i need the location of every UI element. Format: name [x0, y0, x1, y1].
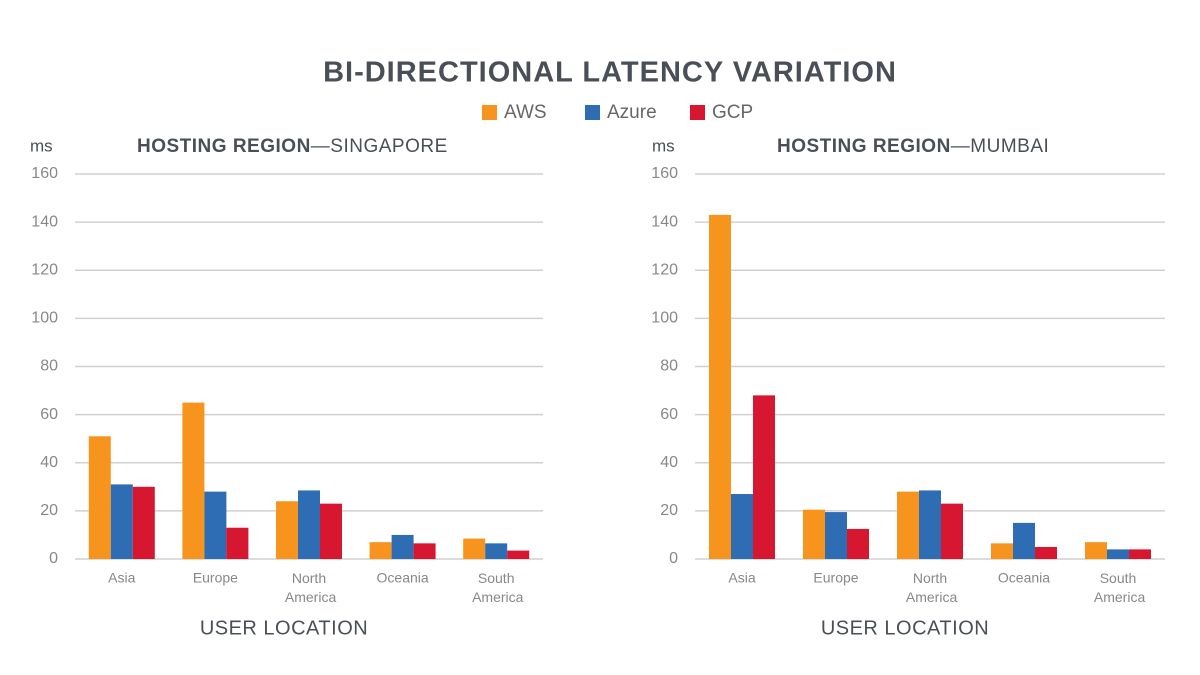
bar	[919, 490, 941, 559]
bar	[897, 491, 919, 559]
y-tick-label: 40	[660, 454, 678, 471]
bar	[803, 509, 825, 559]
bar	[825, 512, 847, 559]
bar	[276, 501, 298, 559]
y-tick-label: 20	[40, 502, 58, 519]
bar	[132, 486, 155, 559]
bar	[182, 402, 205, 559]
bar	[753, 395, 775, 559]
y-tick-label: 0	[669, 550, 678, 567]
bar	[463, 538, 486, 559]
bar	[941, 503, 963, 559]
x-tick-label: South America	[469, 570, 524, 605]
legend-label: GCP	[712, 102, 753, 123]
y-tick-label: 140	[31, 213, 58, 230]
bar	[1107, 549, 1129, 559]
x-tick-label: Europe	[193, 570, 238, 586]
x-axis-label: USER LOCATION	[821, 617, 989, 639]
y-tick-label: 120	[31, 261, 58, 278]
bar	[847, 528, 869, 559]
x-tick-label: Oceania	[377, 570, 429, 586]
chart-title-region: —SINGAPORE	[311, 136, 448, 157]
bar	[88, 436, 111, 559]
bar	[1035, 546, 1057, 559]
legend-label: AWS	[504, 102, 547, 123]
bar	[110, 484, 133, 559]
bar	[369, 542, 392, 559]
y-tick-label: 60	[40, 406, 58, 423]
x-axis-label: USER LOCATION	[200, 617, 368, 639]
y-tick-label: 80	[660, 358, 678, 375]
bar	[1085, 542, 1107, 559]
x-tick-label: North America	[282, 570, 337, 605]
chart-title-label: HOSTING REGION	[137, 136, 311, 157]
bar	[485, 543, 508, 559]
bar	[226, 527, 249, 559]
x-tick-label: Europe	[813, 570, 858, 586]
bar	[298, 490, 320, 559]
y-tick-label: 20	[660, 502, 678, 519]
x-tick-label: Oceania	[998, 570, 1050, 586]
x-tick-label: Asia	[108, 570, 135, 586]
bar	[991, 543, 1013, 559]
bar	[391, 534, 414, 559]
bar	[204, 491, 227, 559]
x-tick-label: South America	[1091, 570, 1146, 605]
chart-title: HOSTING REGION—MUMBAI	[777, 136, 1049, 157]
x-tick-label: North America	[903, 570, 958, 605]
chart-title: HOSTING REGION—SINGAPORE	[137, 136, 448, 157]
bar	[731, 494, 753, 559]
y-tick-label: 100	[31, 310, 58, 327]
legend-label: Azure	[607, 102, 657, 123]
y-tick-label: 60	[660, 406, 678, 423]
y-tick-label: 160	[31, 165, 58, 182]
y-tick-label: 0	[49, 550, 58, 567]
bar	[709, 214, 731, 559]
y-tick-label: 80	[40, 358, 58, 375]
x-tick-label: Asia	[728, 570, 755, 586]
legend-swatch	[482, 105, 497, 120]
chart-title-label: HOSTING REGION	[777, 136, 951, 157]
y-tick-label: 140	[651, 213, 678, 230]
y-tick-label: 40	[40, 454, 58, 471]
y-axis-label: ms	[652, 136, 675, 155]
bar	[1129, 549, 1151, 559]
y-tick-label: 160	[651, 165, 678, 182]
bar	[413, 543, 436, 559]
y-axis-label: ms	[30, 136, 53, 155]
bar	[507, 550, 530, 559]
chart-title-region: —MUMBAI	[951, 136, 1050, 157]
y-tick-label: 100	[651, 310, 678, 327]
bar	[320, 503, 342, 559]
main-title: BI-DIRECTIONAL LATENCY VARIATION	[323, 57, 897, 89]
legend-swatch	[690, 105, 705, 120]
bar	[1013, 522, 1035, 559]
legend-swatch	[585, 105, 600, 120]
y-tick-label: 120	[651, 261, 678, 278]
